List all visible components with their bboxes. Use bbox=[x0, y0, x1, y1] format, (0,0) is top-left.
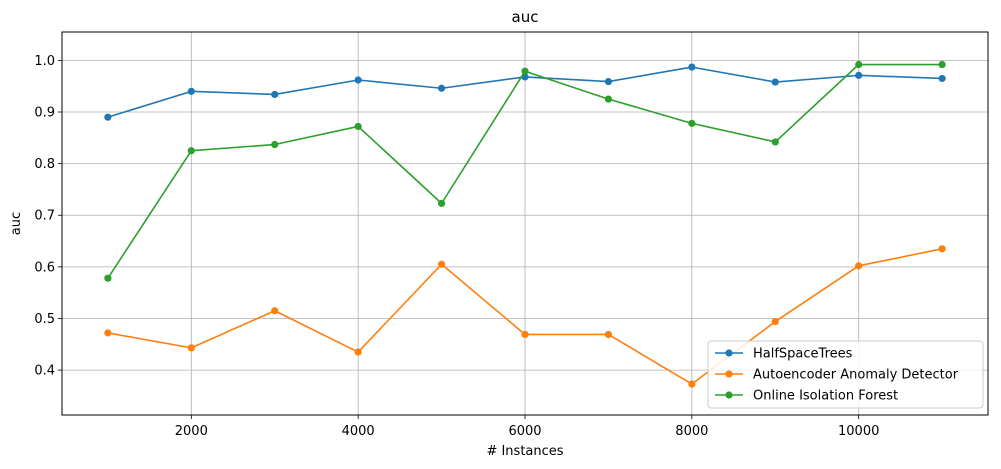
y-tick-label: 0.4 bbox=[34, 364, 55, 379]
x-tick-label: 10000 bbox=[838, 424, 879, 439]
online-isolation-forest-point bbox=[271, 140, 279, 149]
online-isolation-forest-point bbox=[354, 122, 362, 131]
autoencoder-anomaly-detector-point bbox=[437, 260, 446, 268]
halfspacetrees-point bbox=[187, 87, 195, 95]
online-isolation-forest-point bbox=[771, 138, 779, 146]
online-isolation-forest-point bbox=[104, 274, 112, 282]
autoencoder-anomaly-detector-point bbox=[855, 262, 863, 270]
autoencoder-anomaly-detector-point bbox=[104, 329, 112, 337]
autoencoder-anomaly-detector-point bbox=[688, 380, 696, 388]
halfspacetrees-point bbox=[271, 90, 279, 99]
autoencoder-anomaly-detector-point bbox=[521, 330, 529, 339]
autoencoder-anomaly-detector-point bbox=[604, 330, 613, 339]
axis-ticks: 2000 4000 6000 8000 10000 0.4 0.5 0.6 0.7 0.8 0.9 1… bbox=[34, 54, 879, 439]
legend-label-autoencoder-anomaly-detector: Autoencoder Anomaly Detector bbox=[753, 368, 959, 383]
halfspacetrees-point bbox=[437, 84, 446, 92]
legend-marker-autoencoder-anomaly-detector bbox=[725, 370, 733, 378]
legend-box bbox=[707, 340, 984, 409]
halfspacetrees-point bbox=[771, 78, 779, 86]
autoencoder-anomaly-detector-point bbox=[938, 245, 946, 253]
legend-marker-halfspacetrees bbox=[725, 349, 733, 357]
y-tick-label: 0.8 bbox=[34, 157, 55, 172]
autoencoder-anomaly-detector-point bbox=[771, 317, 779, 326]
online-isolation-forest-point bbox=[437, 199, 446, 207]
legend: HalfSpaceTrees Autoencoder Anomaly Detect… bbox=[707, 340, 984, 409]
halfspacetrees-point bbox=[855, 71, 863, 79]
x-tick-label: 8000 bbox=[675, 424, 708, 439]
online-isolation-forest-point bbox=[688, 119, 696, 127]
online-isolation-forest-point bbox=[521, 67, 529, 75]
halfspacetrees-point bbox=[104, 113, 112, 121]
data-series bbox=[104, 60, 946, 388]
y-tick-label: 1.0 bbox=[34, 54, 55, 69]
autoencoder-anomaly-detector-point bbox=[354, 348, 362, 356]
autoencoder-anomaly-detector-point bbox=[187, 344, 195, 352]
x-tick-label: 6000 bbox=[508, 424, 541, 439]
legend-label-online-isolation-forest: Online Isolation Forest bbox=[753, 389, 898, 404]
y-tick-label: 0.9 bbox=[34, 106, 55, 121]
halfspacetrees-point bbox=[604, 77, 613, 86]
online-isolation-forest-point bbox=[604, 95, 613, 103]
autoencoder-anomaly-detector-point bbox=[271, 307, 279, 315]
x-axis-label: # Instances bbox=[486, 444, 563, 459]
legend-label-halfspacetrees: HalfSpaceTrees bbox=[753, 347, 853, 362]
halfspacetrees-point bbox=[688, 63, 696, 71]
legend-marker-online-isolation-forest bbox=[725, 391, 733, 399]
y-tick-label: 0.5 bbox=[34, 312, 55, 327]
online-isolation-forest-point bbox=[855, 60, 863, 69]
online-isolation-forest-point bbox=[187, 147, 195, 155]
x-tick-label: 4000 bbox=[342, 424, 375, 439]
halfspacetrees-point bbox=[354, 76, 362, 84]
grid-lines bbox=[62, 32, 988, 415]
y-tick-label: 0.7 bbox=[34, 209, 55, 224]
x-tick-label: 2000 bbox=[175, 424, 208, 439]
y-axis-label: auc bbox=[9, 212, 24, 235]
chart-title: auc bbox=[512, 8, 539, 26]
online-isolation-forest-point bbox=[938, 60, 946, 69]
halfspacetrees-point bbox=[938, 74, 946, 83]
y-tick-label: 0.6 bbox=[34, 260, 55, 275]
